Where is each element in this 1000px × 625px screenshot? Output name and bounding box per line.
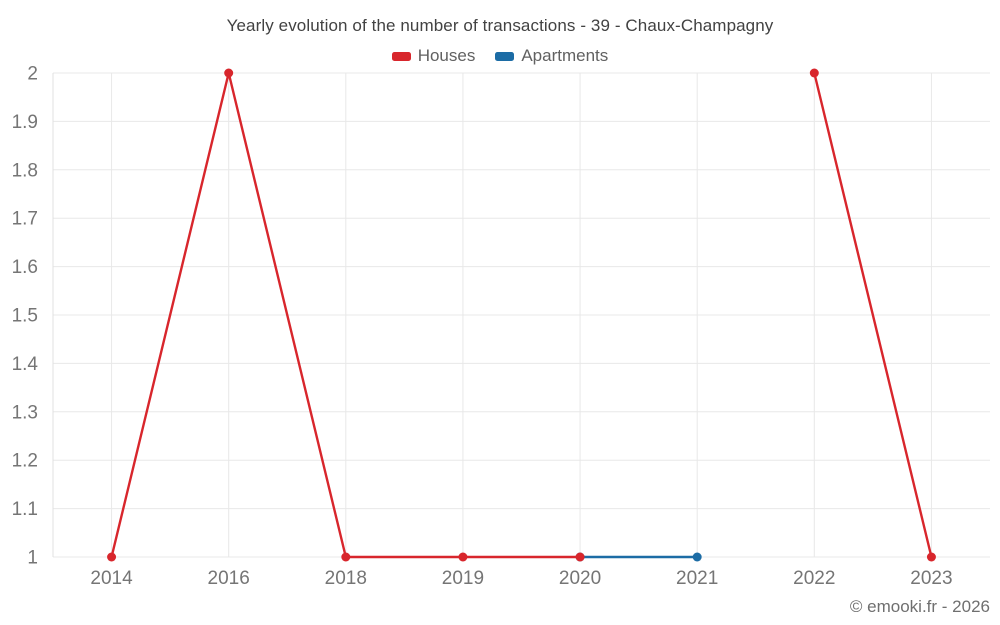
- x-axis-tick-label: 2020: [559, 568, 601, 589]
- x-axis-tick-label: 2021: [676, 568, 718, 589]
- data-point-apartments-2021[interactable]: [692, 552, 702, 562]
- y-axis-tick-label: 1: [27, 548, 38, 569]
- x-axis-tick-label: 2022: [793, 568, 835, 589]
- legend-item-apartments[interactable]: Apartments: [495, 46, 608, 66]
- y-axis-tick-label: 2: [27, 64, 38, 85]
- legend-label-apartments: Apartments: [521, 46, 609, 65]
- x-axis-tick-label: 2016: [208, 568, 250, 589]
- y-axis-tick-label: 1.1: [12, 499, 38, 520]
- data-point-houses-2014[interactable]: [107, 552, 117, 562]
- y-axis-tick-label: 1.6: [12, 257, 38, 278]
- data-point-houses-2023[interactable]: [926, 552, 936, 562]
- chart-title: Yearly evolution of the number of transa…: [226, 16, 774, 35]
- x-axis-tick-label: 2019: [442, 568, 484, 589]
- x-axis-tick-label: 2023: [910, 568, 952, 589]
- y-axis-tick-label: 1.2: [12, 451, 38, 472]
- y-axis-tick-label: 1.9: [12, 112, 38, 133]
- y-axis-tick-label: 1.8: [12, 160, 38, 181]
- data-point-houses-2019[interactable]: [458, 552, 468, 562]
- legend-label-houses: Houses: [417, 46, 476, 65]
- y-axis-tick-label: 1.5: [12, 306, 38, 327]
- data-point-houses-2016[interactable]: [224, 68, 234, 78]
- chart-legend: Houses Apartments: [0, 45, 1000, 67]
- legend-item-houses[interactable]: Houses: [391, 46, 476, 66]
- data-point-houses-2020[interactable]: [575, 552, 585, 562]
- x-axis-tick-label: 2014: [90, 568, 133, 589]
- watermark-credit: © emooki.fr - 2026: [849, 597, 990, 616]
- legend-swatch-apartments: [495, 51, 515, 61]
- series-line-houses: [813, 71, 933, 559]
- legend-swatch-houses: [391, 51, 411, 61]
- x-axis-tick-label: 2018: [325, 568, 367, 589]
- y-axis-tick-label: 1.7: [12, 209, 38, 230]
- data-point-houses-2022[interactable]: [809, 68, 819, 78]
- data-point-houses-2018[interactable]: [341, 552, 351, 562]
- y-axis-tick-label: 1.4: [12, 354, 39, 375]
- y-axis-tick-label: 1.3: [12, 402, 38, 423]
